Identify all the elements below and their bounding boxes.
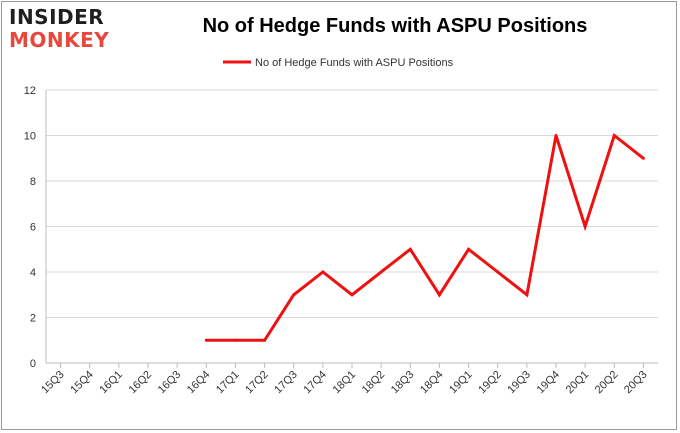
data-point <box>321 270 325 274</box>
y-tick-label: 4 <box>30 267 36 279</box>
insider-monkey-logo: INSIDER MONKEY <box>9 7 109 50</box>
data-point <box>583 225 587 228</box>
y-tick-label: 12 <box>24 85 36 97</box>
chart-title: No of Hedge Funds with ASPU Positions <box>202 15 588 37</box>
data-point <box>554 134 558 137</box>
data-point <box>467 247 471 251</box>
data-point <box>292 293 296 297</box>
x-tick-label: 16Q3 <box>156 369 184 397</box>
x-tick-label: 16Q1 <box>97 369 125 397</box>
x-tick-label: 20Q3 <box>622 369 650 397</box>
y-tick-label: 10 <box>24 131 36 143</box>
logo-line-2: MONKEY <box>9 28 110 52</box>
y-tick-label: 0 <box>30 358 36 370</box>
x-tick-label: 19Q3 <box>505 369 533 397</box>
x-tick-label: 15Q4 <box>68 369 96 397</box>
x-tick-label: 19Q2 <box>476 369 504 397</box>
x-tick-label: 20Q1 <box>564 369 592 397</box>
x-tick-label: 17Q3 <box>272 369 300 397</box>
logo-line-1: INSIDER <box>9 5 105 29</box>
x-tick-label: 15Q3 <box>39 369 67 397</box>
data-point <box>525 293 529 297</box>
x-tick-label: 17Q4 <box>301 369 329 397</box>
y-tick-label: 8 <box>30 176 36 188</box>
data-point <box>408 247 412 251</box>
legend-label: No of Hedge Funds with ASPU Positions <box>255 57 454 69</box>
data-point <box>204 338 208 342</box>
data-point <box>641 156 645 160</box>
data-point <box>437 293 441 297</box>
x-tick-label: 20Q2 <box>593 369 621 397</box>
x-tick-label: 18Q3 <box>389 369 417 397</box>
series-line <box>206 132 645 342</box>
y-tick-label: 2 <box>30 313 36 325</box>
x-tick-label: 17Q1 <box>214 369 242 397</box>
data-point <box>612 134 616 137</box>
data-point <box>263 338 267 342</box>
data-point <box>350 293 354 297</box>
x-tick-label: 18Q2 <box>360 369 388 397</box>
data-point <box>496 270 500 274</box>
data-point <box>233 338 237 342</box>
x-tick-label: 19Q1 <box>447 369 475 397</box>
x-tick-label: 19Q4 <box>535 369 563 397</box>
x-tick-label: 17Q2 <box>243 369 271 397</box>
x-tick-label: 16Q2 <box>127 369 155 397</box>
x-tick-label: 18Q4 <box>418 369 446 397</box>
x-tick-label: 16Q4 <box>185 369 213 397</box>
data-point <box>379 270 383 274</box>
x-tick-label: 18Q1 <box>331 369 359 397</box>
y-tick-label: 6 <box>30 222 36 234</box>
